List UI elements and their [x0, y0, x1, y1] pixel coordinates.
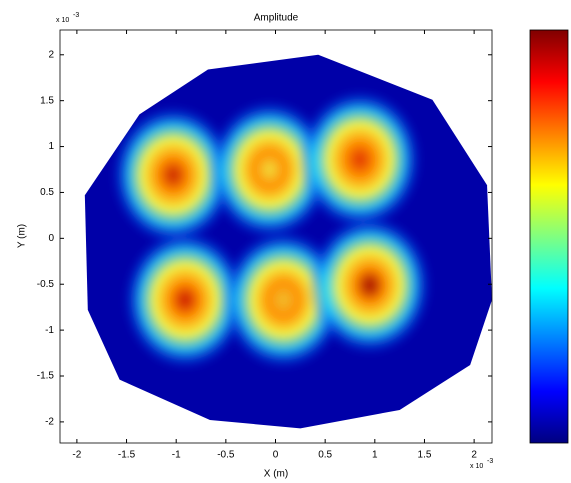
y-tick-label: 2 [48, 49, 54, 60]
y-axis-label: Y (m) [17, 224, 28, 248]
amplitude-lobe [297, 89, 422, 230]
chart-title: Amplitude [254, 13, 299, 24]
y-exponent: -3 [73, 12, 79, 19]
colorbar [529, 29, 569, 444]
y-tick-label: 0.5 [40, 187, 54, 198]
y-tick-label: -1 [45, 325, 54, 336]
field [111, 89, 432, 370]
x-tick-label: 1.5 [418, 450, 432, 461]
amplitude-lobe [207, 99, 332, 240]
y-tick-label: 1 [48, 141, 54, 152]
y-tick-label: 0 [48, 233, 54, 244]
x-tick-label: -2 [72, 450, 81, 461]
amplitude-lobe [307, 215, 432, 356]
x-exponent: -3 [487, 458, 493, 465]
amplitude-lobe [111, 105, 236, 246]
x-axis-label: X (m) [264, 469, 288, 480]
x-tick-label: -0.5 [217, 450, 235, 461]
x-tick-label: -1.5 [118, 450, 136, 461]
y-tick-label: 1.5 [40, 95, 54, 106]
x-tick-label: 0.5 [318, 450, 332, 461]
y-tick-label: -1.5 [37, 371, 55, 382]
x-tick-label: -1 [172, 450, 181, 461]
amplitude-lobe [123, 229, 248, 370]
y-tick-label: -2 [45, 417, 54, 428]
y-tick-label: -0.5 [37, 279, 55, 290]
x-tick-label: 2 [471, 450, 477, 461]
x-tick-label: 1 [372, 450, 378, 461]
y-multiplier: x 10 [56, 17, 69, 24]
x-tick-label: 0 [273, 450, 279, 461]
x-multiplier: x 10 [470, 463, 483, 470]
